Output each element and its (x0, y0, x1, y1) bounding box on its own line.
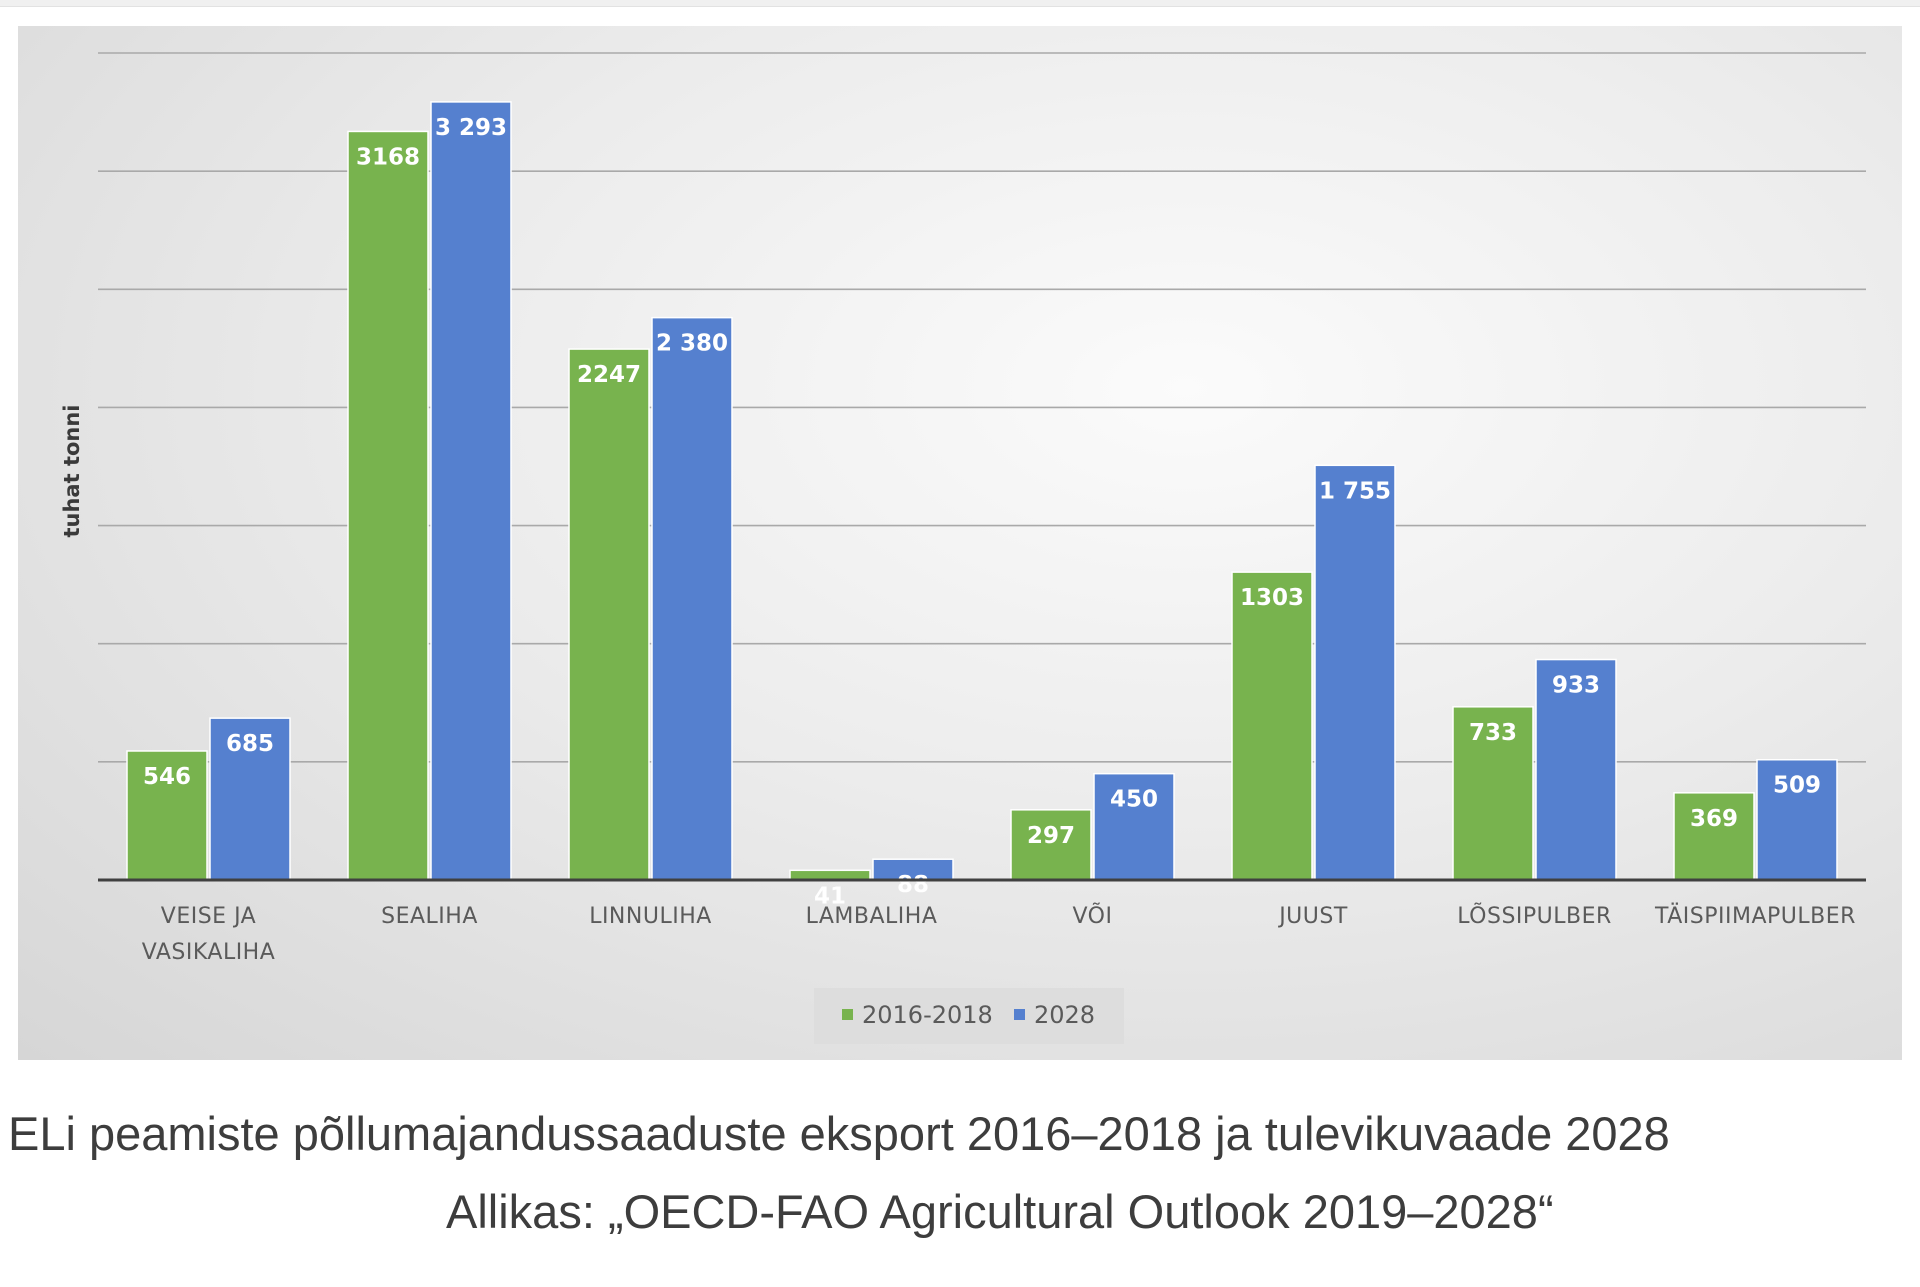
bar-data-label: 1303 (1240, 585, 1304, 611)
legend-label: 2028 (1034, 1001, 1095, 1029)
legend-box (814, 988, 1124, 1044)
bar-data-label: 2247 (577, 362, 641, 388)
category-label: TÄISPIIMAPULBER (1654, 903, 1856, 929)
bar-data-label: 509 (1773, 773, 1821, 799)
category-label: VASIKALIHA (142, 940, 276, 965)
bar-2028 (651, 316, 733, 881)
bar-data-label: 685 (226, 731, 274, 757)
chart-caption-source: Allikas: „OECD-FAO Agricultural Outlook … (446, 1185, 1554, 1238)
bar-data-label: 450 (1110, 787, 1158, 813)
category-label: LINNULIHA (589, 904, 712, 929)
bar-2016-2018 (347, 130, 429, 881)
category-label: JUUST (1277, 904, 1348, 929)
chart-caption-title: ELi peamiste põllumajandussaaduste ekspo… (8, 1107, 1670, 1160)
bar-data-label: 3 293 (435, 115, 507, 141)
bar-data-label: 733 (1469, 720, 1517, 746)
legend-swatch-2028 (1014, 1009, 1025, 1020)
bar-data-label: 41 (814, 883, 846, 909)
category-label: LAMBALIHA (806, 904, 938, 929)
legend-swatch-2016-2018 (842, 1009, 853, 1020)
bar-2028 (209, 717, 291, 881)
chart-panel: 546 3168 2247 41 297 1303 733 369 685 3 293 2 380 8… (18, 26, 1902, 1060)
category-label: SEALIHA (381, 904, 478, 929)
bar-2028 (1756, 758, 1838, 881)
bar-2028 (430, 101, 512, 881)
bar-data-label: 1 755 (1319, 478, 1391, 504)
bar-data-label: 88 (897, 872, 929, 898)
bar-2016-2018 (568, 348, 650, 881)
legend-label: 2016-2018 (862, 1001, 993, 1029)
bar-2028 (1314, 464, 1396, 881)
category-label: VEISE JA (161, 904, 256, 929)
bar-2028 (1093, 772, 1175, 881)
category-label: VÕI (1073, 902, 1113, 929)
category-label: LÕSSIPULBER (1457, 902, 1612, 929)
bar-data-label: 297 (1027, 823, 1075, 849)
bar-chart: 546 3168 2247 41 297 1303 733 369 685 3 293 2 380 8… (60, 52, 1866, 1044)
y-axis-title: tuhat tonni (60, 404, 84, 537)
bar-data-label: 933 (1552, 673, 1600, 699)
top-divider (0, 0, 1920, 7)
bar-2016-2018 (1231, 571, 1313, 881)
bar-data-label: 3168 (356, 144, 420, 170)
bar-data-label: 369 (1690, 806, 1738, 832)
bar-data-label: 546 (143, 764, 191, 790)
bar-data-label: 2 380 (656, 331, 728, 357)
